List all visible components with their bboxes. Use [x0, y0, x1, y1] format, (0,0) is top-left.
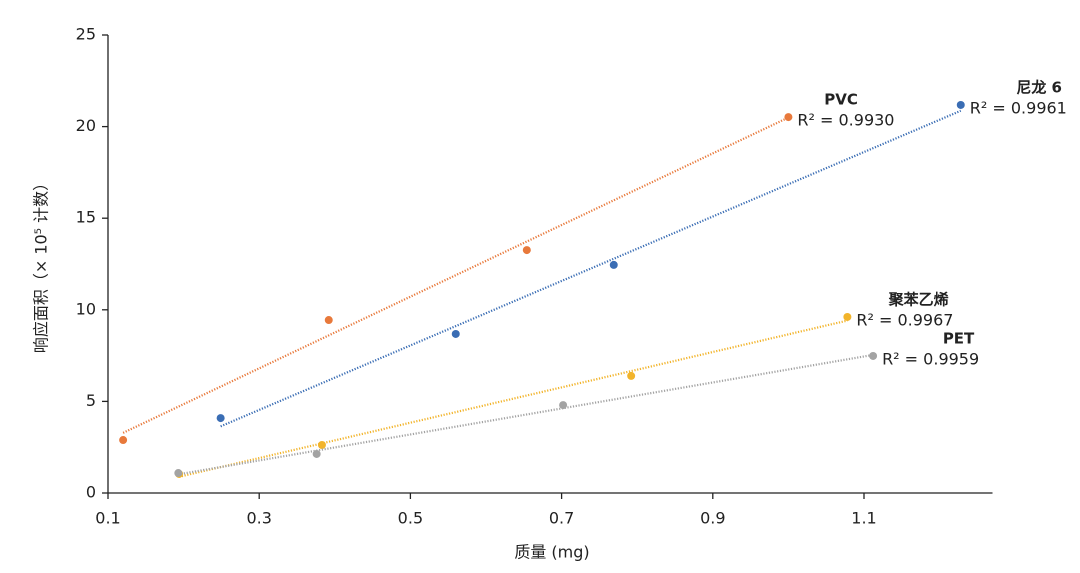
y-tick-label: 20 — [76, 116, 96, 135]
y-axis-label: 响应面积（× 10⁵ 计数） — [32, 175, 51, 353]
point — [119, 436, 128, 445]
x-tick-label: 0.3 — [246, 509, 271, 528]
x-tick-label: 0.9 — [700, 509, 725, 528]
point — [216, 414, 225, 423]
point — [843, 312, 852, 321]
series-label: PVC — [824, 91, 858, 109]
r-squared-label: R² = 0.9961 — [970, 98, 1067, 117]
point — [522, 246, 531, 255]
point — [627, 371, 636, 380]
point — [956, 100, 965, 109]
x-tick-label: 0.7 — [549, 509, 574, 528]
point — [869, 351, 878, 360]
y-tick-label: 5 — [86, 391, 96, 410]
trendline — [122, 116, 789, 434]
y-tick-label: 0 — [86, 483, 96, 502]
point — [609, 260, 618, 269]
y-tick-label: 10 — [76, 299, 96, 318]
point — [451, 329, 460, 338]
x-axis-label: 质量 (mg) — [514, 543, 589, 562]
r-squared-label: R² = 0.9959 — [882, 349, 979, 368]
series-label: PET — [943, 329, 975, 347]
trendline — [220, 109, 962, 428]
x-tick-label: 1.1 — [851, 509, 876, 528]
x-tick-label: 0.5 — [398, 509, 423, 528]
r-squared-label: R² = 0.9930 — [797, 111, 894, 130]
point — [324, 316, 333, 325]
point — [174, 469, 183, 478]
x-tick-label: 0.1 — [95, 509, 120, 528]
trendline — [178, 353, 874, 476]
y-tick-label: 15 — [76, 208, 96, 227]
point — [317, 441, 326, 450]
point — [312, 449, 321, 458]
y-tick-label: 25 — [76, 25, 96, 44]
series-label: 尼龙 6 — [1016, 78, 1062, 96]
point — [559, 401, 568, 410]
trendline — [178, 319, 848, 478]
r-squared-label: R² = 0.9967 — [856, 310, 953, 329]
point — [784, 113, 793, 122]
series-label: 聚苯乙烯 — [888, 290, 949, 308]
